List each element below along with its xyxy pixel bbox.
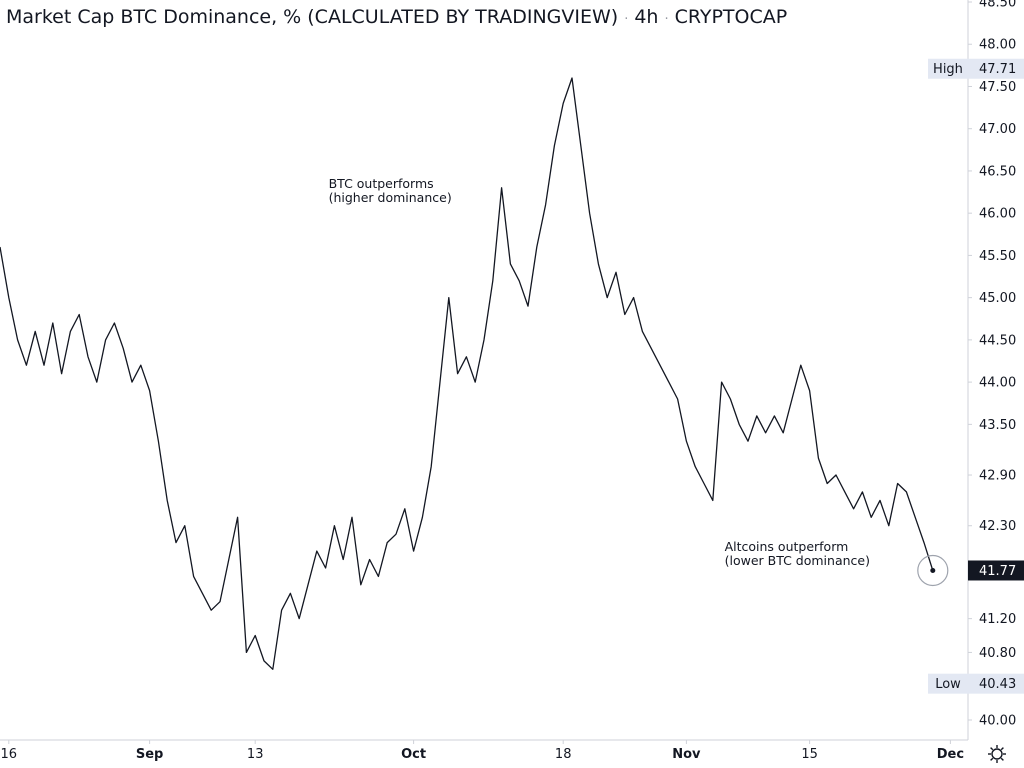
low-tag-label-bg — [928, 673, 968, 694]
price-tick-label: 46.00 — [979, 207, 1016, 222]
settings-button[interactable] — [988, 745, 1006, 763]
chart-title-text: Market Cap BTC Dominance, % (CALCULATED … — [6, 6, 619, 28]
title-separator: · — [664, 12, 669, 27]
annotation-text: BTC outperforms — [329, 176, 434, 191]
price-tick-label: 48.50 — [979, 0, 1016, 11]
time-tick-label: Sep — [136, 747, 164, 762]
title-separator: · — [624, 12, 629, 27]
time-tick-label: 16 — [1, 747, 18, 762]
price-tick-label: 46.50 — [979, 164, 1016, 179]
price-tick-label: 47.00 — [979, 122, 1016, 137]
time-tick-label: 13 — [247, 747, 264, 762]
price-tick-label: 42.90 — [979, 469, 1016, 484]
last-point-ring — [917, 554, 949, 587]
chart-interval[interactable]: 4h — [634, 6, 659, 28]
gear-icon — [988, 745, 1006, 763]
price-axis[interactable]: 40.00 40.80 41.20 42.30 42.90 43.50 44.00 44.50… — [968, 0, 1016, 729]
high-tag-value: 47.71 — [979, 62, 1016, 77]
low-tag-label: Low — [935, 677, 961, 692]
last-point-dot — [930, 567, 936, 573]
price-tick-label: 45.50 — [979, 249, 1016, 264]
time-tick-label: Oct — [401, 747, 426, 762]
price-tick-label: 47.50 — [979, 80, 1016, 95]
price-tick-label: 44.00 — [979, 376, 1016, 391]
series-line — [0, 77, 934, 670]
time-tick-label: Nov — [672, 747, 701, 762]
annotations: BTC outperforms(higher dominance) Altcoin… — [329, 176, 870, 568]
chart-title: Market Cap BTC Dominance, % (CALCULATED … — [6, 6, 787, 28]
low-tag-value-bg — [968, 673, 1024, 694]
high-tag-value-bg — [968, 58, 1024, 79]
time-axis[interactable]: 16 Sep 13 Oct 18 Nov 15 Dec — [1, 740, 965, 762]
price-tick-label: 43.50 — [979, 418, 1016, 433]
price-tick-label: 40.00 — [979, 714, 1016, 729]
low-tag-value: 40.43 — [979, 677, 1016, 692]
last-value-badge — [968, 560, 1024, 581]
price-tick-label: 44.50 — [979, 333, 1016, 348]
annotation-text: (higher dominance) — [329, 190, 452, 205]
price-tick-label: 45.00 — [979, 291, 1016, 306]
price-tick-label: 40.80 — [979, 646, 1016, 661]
annotation-text: (lower BTC dominance) — [725, 553, 870, 568]
last-value-label: 41.77 — [979, 564, 1016, 579]
price-tick-label: 41.20 — [979, 612, 1016, 627]
price-tick-label: 42.30 — [979, 519, 1016, 534]
price-tick-label: 48.00 — [979, 38, 1016, 53]
time-tick-label: 15 — [801, 747, 818, 762]
high-tag-label-bg — [928, 58, 968, 79]
chart-exchange: CRYPTOCAP — [674, 6, 788, 28]
time-tick-label: 18 — [555, 747, 572, 762]
high-tag-label: High — [933, 62, 963, 77]
markers: 41.77 High 47.71 Low 40.43 — [917, 58, 1024, 694]
annotation-text: Altcoins outperform — [725, 539, 849, 554]
time-tick-label: Dec — [937, 747, 964, 762]
